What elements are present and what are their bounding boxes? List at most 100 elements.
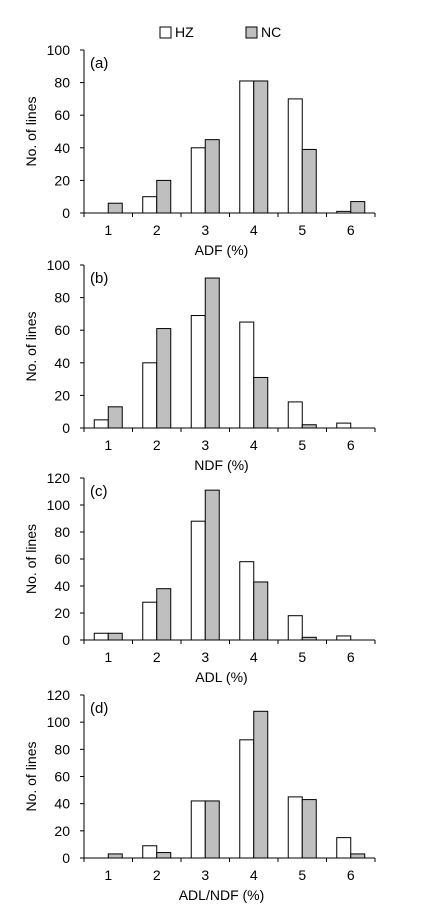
x-tick-label: 6 bbox=[347, 649, 355, 665]
y-tick-label: 80 bbox=[54, 75, 70, 91]
chart-panel-2: 0 20 40 60 80 100 1 2 3 4 5 6 (b) NDF (%) No. of lines bbox=[23, 257, 376, 473]
x-tick-label: 2 bbox=[153, 649, 161, 665]
bar-nc-2 bbox=[156, 588, 172, 641]
x-tick-label: 1 bbox=[104, 437, 112, 453]
bar-hz-4 bbox=[239, 321, 255, 429]
bar-hz-6 bbox=[336, 837, 352, 859]
bar-nc-3 bbox=[204, 800, 220, 859]
y-tick-label: 40 bbox=[54, 140, 70, 156]
x-tick-label: 2 bbox=[153, 437, 161, 453]
y-tick-label: 60 bbox=[54, 322, 70, 338]
chart-panel-3: 0 20 40 60 80 100 120 1 2 3 4 5 6 (c) ADL (%) No. of li… bbox=[23, 470, 376, 685]
x-tick-label: 4 bbox=[250, 867, 258, 883]
y-tick-label: 100 bbox=[47, 257, 71, 273]
y-tick-label: 100 bbox=[47, 714, 71, 730]
panel-label: (d) bbox=[90, 700, 108, 717]
panel-label: (c) bbox=[90, 483, 108, 500]
x-tick-label: 5 bbox=[298, 867, 306, 883]
bar-nc-1 bbox=[107, 632, 123, 641]
bar-hz-5 bbox=[287, 401, 303, 429]
legend-swatch-hz bbox=[159, 26, 172, 39]
bar-hz-4 bbox=[239, 561, 255, 641]
x-tick-label: 3 bbox=[201, 437, 209, 453]
bar-nc-5 bbox=[301, 799, 317, 859]
bar-hz-6 bbox=[336, 422, 352, 429]
x-axis-label: ADF (%) bbox=[195, 242, 249, 258]
y-axis-label: No. of lines bbox=[23, 311, 39, 381]
bar-hz-2 bbox=[142, 362, 158, 429]
x-tick-label: 3 bbox=[201, 649, 209, 665]
bar-hz-3 bbox=[190, 800, 206, 859]
x-tick-label: 6 bbox=[347, 437, 355, 453]
bar-hz-1 bbox=[93, 419, 109, 429]
bar-nc-2 bbox=[156, 179, 172, 214]
bar-hz-2 bbox=[142, 601, 158, 641]
x-axis-label: ADL/NDF (%) bbox=[179, 887, 265, 903]
y-tick-label: 80 bbox=[54, 524, 70, 540]
panel-label: (a) bbox=[90, 55, 108, 72]
x-tick-label: 4 bbox=[250, 649, 258, 665]
y-tick-label: 40 bbox=[54, 355, 70, 371]
bar-nc-3 bbox=[204, 489, 220, 641]
y-tick-label: 0 bbox=[62, 632, 70, 648]
panel-label: (b) bbox=[90, 270, 108, 287]
chart-panel-1: 0 20 40 60 80 100 1 2 3 4 5 6 (a) ADF (%) No. of lines bbox=[23, 42, 376, 258]
bar-hz-1 bbox=[93, 632, 109, 641]
legend-swatch-nc bbox=[245, 26, 258, 39]
bar-nc-4 bbox=[253, 80, 269, 214]
y-tick-label: 0 bbox=[62, 420, 70, 436]
x-tick-label: 5 bbox=[298, 437, 306, 453]
bar-nc-3 bbox=[204, 139, 220, 214]
bar-nc-1 bbox=[107, 853, 123, 859]
bar-hz-3 bbox=[190, 147, 206, 214]
bar-nc-6 bbox=[350, 853, 366, 859]
x-tick-label: 5 bbox=[298, 649, 306, 665]
y-tick-label: 0 bbox=[62, 850, 70, 866]
x-tick-label: 1 bbox=[104, 649, 112, 665]
x-tick-label: 5 bbox=[298, 222, 306, 238]
bar-hz-5 bbox=[287, 615, 303, 641]
y-tick-label: 60 bbox=[54, 769, 70, 785]
y-tick-label: 100 bbox=[47, 42, 71, 58]
y-tick-label: 20 bbox=[54, 387, 70, 403]
bar-nc-6 bbox=[350, 201, 366, 214]
bar-hz-5 bbox=[287, 98, 303, 214]
y-tick-label: 120 bbox=[47, 470, 71, 486]
y-tick-label: 100 bbox=[47, 497, 71, 513]
bar-nc-1 bbox=[107, 202, 123, 214]
y-axis-label: No. of lines bbox=[23, 524, 39, 594]
legend-label-hz: HZ bbox=[175, 24, 194, 40]
y-tick-label: 80 bbox=[54, 290, 70, 306]
bar-hz-6 bbox=[336, 210, 352, 214]
y-tick-label: 80 bbox=[54, 741, 70, 757]
bar-nc-3 bbox=[204, 277, 220, 429]
bar-hz-2 bbox=[142, 845, 158, 859]
bar-nc-2 bbox=[156, 852, 172, 859]
x-tick-label: 2 bbox=[153, 222, 161, 238]
y-tick-label: 60 bbox=[54, 107, 70, 123]
bar-hz-5 bbox=[287, 796, 303, 859]
y-tick-label: 40 bbox=[54, 796, 70, 812]
x-tick-label: 1 bbox=[104, 867, 112, 883]
bar-hz-4 bbox=[239, 739, 255, 859]
bar-hz-2 bbox=[142, 196, 158, 214]
y-axis-label: No. of lines bbox=[23, 96, 39, 166]
legend-label-nc: NC bbox=[261, 24, 281, 40]
bar-nc-4 bbox=[253, 581, 269, 641]
y-tick-label: 0 bbox=[62, 205, 70, 221]
legend: HZ NC bbox=[159, 24, 281, 40]
y-tick-label: 20 bbox=[54, 823, 70, 839]
bar-hz-4 bbox=[239, 80, 255, 214]
x-axis-label: NDF (%) bbox=[194, 457, 248, 473]
bar-nc-2 bbox=[156, 328, 172, 429]
bar-nc-5 bbox=[301, 148, 317, 214]
chart-panel-4: 0 20 40 60 80 100 120 1 2 3 4 5 6 (d) ADL/NDF (%) No. o… bbox=[23, 687, 376, 903]
x-tick-label: 6 bbox=[347, 867, 355, 883]
bar-nc-5 bbox=[301, 636, 317, 641]
bar-nc-5 bbox=[301, 424, 317, 429]
bar-hz-6 bbox=[336, 635, 352, 641]
x-tick-label: 3 bbox=[201, 222, 209, 238]
y-tick-label: 20 bbox=[54, 172, 70, 188]
